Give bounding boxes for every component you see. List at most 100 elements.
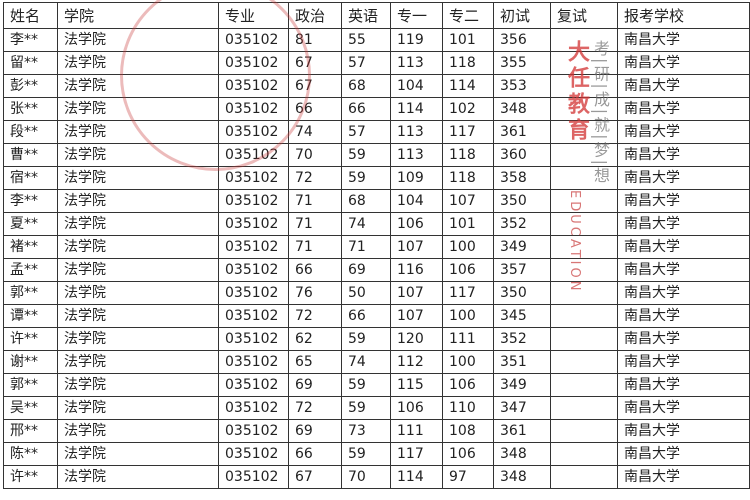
table-cell: 106 bbox=[442, 258, 494, 282]
table-cell bbox=[550, 304, 618, 328]
table-cell: 法学院 bbox=[57, 166, 219, 190]
table-cell: 035102 bbox=[218, 396, 289, 420]
table-cell: 70 bbox=[341, 465, 391, 489]
table-cell: 59 bbox=[341, 442, 391, 466]
table-cell: 101 bbox=[442, 212, 494, 236]
table-cell: 112 bbox=[390, 350, 443, 374]
table-cell: 南昌大学 bbox=[617, 28, 750, 52]
table-cell: 55 bbox=[341, 28, 391, 52]
table-cell: 035102 bbox=[218, 166, 289, 190]
table-cell: 114 bbox=[442, 74, 494, 98]
table-cell: 113 bbox=[390, 120, 443, 144]
table-cell: 法学院 bbox=[57, 327, 219, 351]
table-row: 谢** 法学院 035102 65 74 112 100 351 南昌大学 bbox=[3, 350, 750, 374]
table-cell: 117 bbox=[442, 120, 494, 144]
table-cell: 035102 bbox=[218, 281, 289, 305]
table-cell: 035102 bbox=[218, 51, 289, 75]
table-cell: 035102 bbox=[218, 419, 289, 443]
table-cell: 350 bbox=[493, 189, 551, 213]
table-cell bbox=[550, 281, 618, 305]
table-cell: 110 bbox=[442, 396, 494, 420]
table-cell bbox=[550, 396, 618, 420]
table-cell: 114 bbox=[390, 465, 443, 489]
table-cell: 法学院 bbox=[57, 235, 219, 259]
table-cell: 南昌大学 bbox=[617, 74, 750, 98]
table-cell: 彭** bbox=[3, 74, 58, 98]
table-cell: 353 bbox=[493, 74, 551, 98]
table-row: 李** 法学院 035102 71 68 104 107 350 南昌大学 bbox=[3, 189, 750, 213]
table-cell: 104 bbox=[390, 74, 443, 98]
table-cell: 67 bbox=[288, 465, 342, 489]
table-cell: 南昌大学 bbox=[617, 212, 750, 236]
table-cell: 76 bbox=[288, 281, 342, 305]
table-cell: 法学院 bbox=[57, 74, 219, 98]
table-cell: 李** bbox=[3, 28, 58, 52]
table-cell: 法学院 bbox=[57, 120, 219, 144]
column-header: 专一 bbox=[390, 2, 443, 29]
table-cell: 法学院 bbox=[57, 396, 219, 420]
table-cell: 南昌大学 bbox=[617, 281, 750, 305]
table-cell: 南昌大学 bbox=[617, 304, 750, 328]
table-cell: 南昌大学 bbox=[617, 442, 750, 466]
table-cell: 348 bbox=[493, 97, 551, 121]
table-cell: 347 bbox=[493, 396, 551, 420]
table-row: 夏** 法学院 035102 71 74 106 101 352 南昌大学 bbox=[3, 212, 750, 236]
table-cell: 358 bbox=[493, 166, 551, 190]
table-row: 谭** 法学院 035102 72 66 107 100 345 南昌大学 bbox=[3, 304, 750, 328]
table-cell: 118 bbox=[442, 143, 494, 167]
table-cell: 59 bbox=[341, 166, 391, 190]
table-cell: 吴** bbox=[3, 396, 58, 420]
table-cell: 李** bbox=[3, 189, 58, 213]
table-cell: 035102 bbox=[218, 28, 289, 52]
table-cell: 345 bbox=[493, 304, 551, 328]
table-cell: 035102 bbox=[218, 212, 289, 236]
table-row: 褚** 法学院 035102 71 71 107 100 349 南昌大学 bbox=[3, 235, 750, 259]
table-cell: 352 bbox=[493, 212, 551, 236]
table-cell: 法学院 bbox=[57, 189, 219, 213]
table-cell bbox=[550, 143, 618, 167]
table-cell: 107 bbox=[390, 235, 443, 259]
table-cell: 035102 bbox=[218, 97, 289, 121]
table-cell: 106 bbox=[442, 442, 494, 466]
score-table: 姓名 学院 专业 政治 英语 专一 专二 初试 复试 报考学校 李** 法学院 035102 81 55 1… bbox=[3, 2, 750, 489]
table-cell: 111 bbox=[390, 419, 443, 443]
table-cell: 035102 bbox=[218, 189, 289, 213]
table-cell bbox=[550, 350, 618, 374]
table-cell: 法学院 bbox=[57, 258, 219, 282]
table-cell: 法学院 bbox=[57, 419, 219, 443]
table-cell: 57 bbox=[341, 51, 391, 75]
table-row: 许** 法学院 035102 67 70 114 97 348 南昌大学 bbox=[3, 465, 750, 489]
table-cell: 106 bbox=[442, 373, 494, 397]
table-cell: 71 bbox=[288, 212, 342, 236]
table-cell: 南昌大学 bbox=[617, 189, 750, 213]
table-cell bbox=[550, 51, 618, 75]
table-row: 彭** 法学院 035102 67 68 104 114 353 南昌大学 bbox=[3, 74, 750, 98]
table-row: 孟** 法学院 035102 66 69 116 106 357 南昌大学 bbox=[3, 258, 750, 282]
table-row: 李** 法学院 035102 81 55 119 101 356 南昌大学 bbox=[3, 28, 750, 52]
table-cell: 69 bbox=[288, 373, 342, 397]
table-cell: 法学院 bbox=[57, 373, 219, 397]
table-cell: 南昌大学 bbox=[617, 396, 750, 420]
table-cell: 71 bbox=[288, 189, 342, 213]
table-cell: 段** bbox=[3, 120, 58, 144]
table-cell: 南昌大学 bbox=[617, 51, 750, 75]
table-cell: 曹** bbox=[3, 143, 58, 167]
table-cell: 106 bbox=[390, 212, 443, 236]
table-cell: 62 bbox=[288, 327, 342, 351]
table-row: 郭** 法学院 035102 76 50 107 117 350 南昌大学 bbox=[3, 281, 750, 305]
table-cell: 法学院 bbox=[57, 442, 219, 466]
table-row: 曹** 法学院 035102 70 59 113 118 360 南昌大学 bbox=[3, 143, 750, 167]
table-cell: 68 bbox=[341, 189, 391, 213]
table-cell: 117 bbox=[442, 281, 494, 305]
table-cell bbox=[550, 97, 618, 121]
table-cell: 谭** bbox=[3, 304, 58, 328]
table-row: 宿** 法学院 035102 72 59 109 118 358 南昌大学 bbox=[3, 166, 750, 190]
table-cell: 南昌大学 bbox=[617, 373, 750, 397]
table-cell: 100 bbox=[442, 350, 494, 374]
table-cell: 71 bbox=[288, 235, 342, 259]
table-cell: 南昌大学 bbox=[617, 465, 750, 489]
table-cell bbox=[550, 212, 618, 236]
table-cell: 法学院 bbox=[57, 465, 219, 489]
table-cell: 南昌大学 bbox=[617, 120, 750, 144]
column-header: 报考学校 bbox=[617, 2, 750, 29]
